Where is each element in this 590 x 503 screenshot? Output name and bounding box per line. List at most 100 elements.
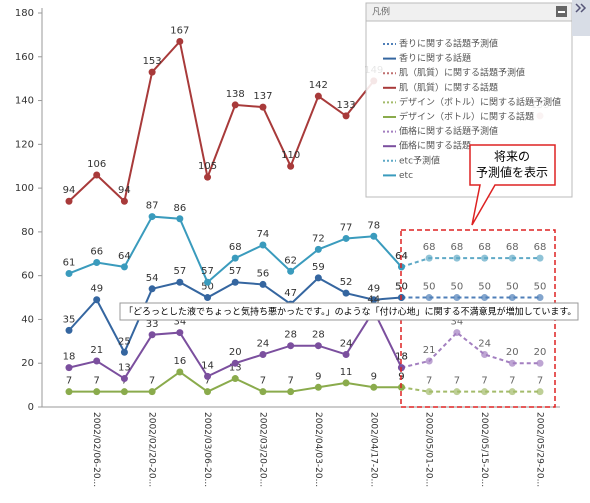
data-point <box>176 215 184 223</box>
data-point <box>176 329 184 337</box>
data-point <box>287 388 295 396</box>
plot: 0 20 40 60 80 100 120 140 160 180 2002/02/06-20...… <box>15 8 550 487</box>
callout-box <box>469 144 556 226</box>
data-point <box>342 289 350 297</box>
data-point <box>259 241 267 249</box>
data-label: 50 <box>478 282 491 293</box>
data-point <box>120 263 128 271</box>
data-point <box>93 259 101 267</box>
data-label: 68 <box>534 242 547 253</box>
data-label: 57 <box>173 266 186 277</box>
data-label: 68 <box>229 242 242 253</box>
data-label: 34 <box>173 317 186 328</box>
data-label: 18 <box>395 352 408 363</box>
data-point <box>287 162 295 170</box>
y-tick-label: 100 <box>15 183 34 194</box>
data-point <box>93 296 101 304</box>
data-label: 24 <box>478 338 491 349</box>
data-point <box>536 388 544 396</box>
data-point <box>231 278 239 286</box>
data-point <box>314 274 322 282</box>
data-label: 28 <box>284 330 297 341</box>
data-point <box>93 357 101 365</box>
scroll-tab[interactable] <box>572 0 590 36</box>
data-point <box>342 350 350 358</box>
data-point <box>148 285 156 293</box>
data-point <box>148 68 156 76</box>
data-point <box>259 350 267 358</box>
data-label: 56 <box>257 268 270 279</box>
data-point <box>65 269 73 277</box>
data-point <box>148 213 156 221</box>
data-label: 77 <box>340 222 353 233</box>
data-label: 7 <box>537 376 543 387</box>
legend: 凡例 香りに関する話題予測値香りに関する話題肌（肌質）に関する話題予測値肌（肌質… <box>365 2 573 198</box>
data-point <box>370 296 378 304</box>
data-label: 105 <box>198 161 217 172</box>
data-label: 18 <box>63 352 76 363</box>
data-point <box>65 388 73 396</box>
data-point <box>120 197 128 205</box>
data-point <box>370 383 378 391</box>
legend-label: 肌（肌質）に関する話題予測値 <box>399 67 525 79</box>
data-label: 64 <box>118 251 131 262</box>
data-label: 57 <box>229 266 242 277</box>
legend-label: etc予測値 <box>399 154 440 166</box>
x-tick-label: 2002/03/20-20... <box>257 412 267 487</box>
legend-label: 価格に関する話題 <box>399 140 471 152</box>
data-label: 50 <box>506 282 519 293</box>
data-point <box>231 101 239 109</box>
data-label: 25 <box>118 336 131 347</box>
y-tick-label: 40 <box>21 314 34 325</box>
y-tick-label: 80 <box>21 227 34 238</box>
data-label: 52 <box>340 277 353 288</box>
expand-icon <box>575 3 587 13</box>
data-point <box>370 232 378 240</box>
y-tick-label: 120 <box>15 139 34 150</box>
data-point <box>93 171 101 179</box>
data-label: 44 <box>367 295 380 306</box>
data-point <box>508 388 516 396</box>
data-point <box>148 388 156 396</box>
data-point <box>176 278 184 286</box>
data-label: 68 <box>423 242 436 253</box>
data-point <box>287 342 295 350</box>
data-label: 87 <box>146 201 159 212</box>
data-label: 24 <box>257 338 270 349</box>
data-label: 21 <box>90 345 103 356</box>
data-point <box>204 173 212 181</box>
data-label: 14 <box>201 360 214 371</box>
data-label: 50 <box>534 282 547 293</box>
tooltip-box <box>119 302 579 321</box>
data-point <box>120 348 128 356</box>
data-label: 59 <box>312 262 325 273</box>
data-point <box>453 294 461 302</box>
data-point <box>231 375 239 383</box>
data-label: 110 <box>281 150 300 161</box>
data-label: 35 <box>63 314 76 325</box>
data-label: 49 <box>90 284 103 295</box>
data-point <box>65 326 73 334</box>
data-point <box>314 245 322 253</box>
legend-label: デザイン（ボトル）に関する話題予測値 <box>399 96 561 108</box>
tooltip: 「どろっとした液でちょっと気持ち悪かったです。」のような「付け心地」に関する不満… <box>119 302 579 321</box>
data-point <box>176 368 184 376</box>
data-label: 57 <box>201 266 214 277</box>
data-label: 106 <box>87 159 106 170</box>
x-tick-label: 2002/05/29-20... <box>535 412 545 487</box>
data-label: 62 <box>284 255 297 266</box>
data-point <box>342 234 350 242</box>
x-tick-label: 2002/03/06-20... <box>202 412 212 487</box>
y-tick-label: 140 <box>15 96 34 107</box>
data-point <box>453 388 461 396</box>
data-point <box>536 294 544 302</box>
data-label: 28 <box>312 330 325 341</box>
y-tick-label: 20 <box>21 358 34 369</box>
series-line <box>68 39 375 204</box>
y-tick-label: 180 <box>15 8 34 19</box>
data-label: 7 <box>509 376 515 387</box>
data-label: 20 <box>534 347 547 358</box>
tooltip-text: 「どろっとした液でちょっと気持ち悪かったです。」のような「付け心地」に関する不満… <box>124 306 576 318</box>
data-point <box>453 254 461 262</box>
